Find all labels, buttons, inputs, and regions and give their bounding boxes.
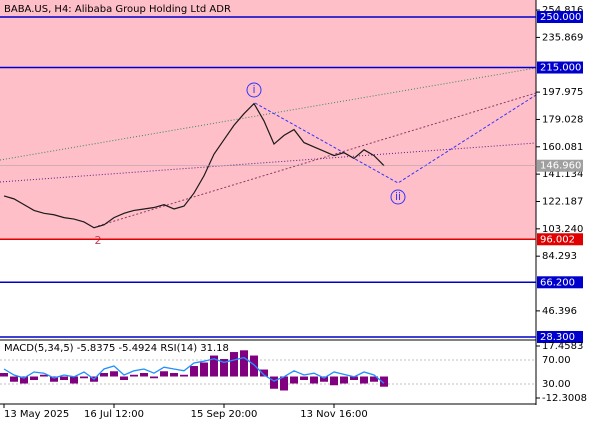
macd-bar <box>180 374 188 377</box>
y-tick-label: 46.396 <box>542 306 577 317</box>
y-tick-label: 17.4583 <box>542 341 583 352</box>
wave-label: 2 <box>95 234 102 247</box>
wave-label: i <box>252 83 255 96</box>
macd-bar <box>170 373 178 377</box>
macd-bar <box>140 373 148 377</box>
macd-bar <box>370 376 378 382</box>
macd-bar <box>330 376 338 386</box>
level-label-box <box>537 233 583 246</box>
macd-bar <box>250 355 258 377</box>
macd-bar <box>50 376 58 382</box>
macd-bar <box>260 369 268 377</box>
macd-bar <box>310 376 318 384</box>
level-label: 250.000 <box>540 12 581 23</box>
macd-bar <box>0 373 8 377</box>
y-tick-label: 235.869 <box>542 32 583 43</box>
macd-bar <box>20 376 28 384</box>
x-tick-label: 13 Nov 16:00 <box>300 409 367 420</box>
macd-bar <box>220 359 228 377</box>
trendline <box>97 92 537 227</box>
macd-bar <box>360 376 368 384</box>
y-tick-label: 254.816 <box>542 5 583 16</box>
price-line <box>3 102 385 229</box>
y-tick-label: 160.081 <box>542 142 583 153</box>
macd-bar <box>340 376 348 384</box>
macd-bar <box>120 376 128 381</box>
macd-bar <box>380 376 388 387</box>
zone <box>0 0 536 240</box>
level-label-box <box>537 330 583 343</box>
macd-bar <box>270 376 278 389</box>
macd-bar <box>240 350 248 377</box>
level-label-box <box>537 276 583 289</box>
macd-bar <box>130 374 138 377</box>
current-price-box <box>537 159 583 172</box>
level-label-box <box>537 11 583 24</box>
wave-circle <box>246 82 262 98</box>
y2-tick-label: 70.00 <box>542 355 571 366</box>
projection <box>254 94 537 184</box>
macd-bar <box>350 376 358 381</box>
trendline <box>0 142 537 183</box>
macd-bar <box>280 376 288 391</box>
x-tick-label: 13 May 2025 <box>4 409 69 420</box>
level-label: 66.200 <box>540 277 575 288</box>
y-tick-label: 84.293 <box>542 251 577 262</box>
macd-bar <box>80 376 88 379</box>
macd-bar <box>190 366 198 377</box>
level-label: 28.300 <box>540 332 575 343</box>
macd-bar <box>150 376 158 379</box>
y2-tick-label: 30.00 <box>542 379 571 390</box>
level-label-box <box>537 61 583 74</box>
y-tick-label: 103.240 <box>542 224 583 235</box>
wave-circle <box>390 189 406 205</box>
indicator-title: MACD(5,34,5) -5.8375 -5.4924 RSI(14) 31.… <box>4 343 229 354</box>
rsi-line <box>3 356 385 384</box>
level-label: 96.002 <box>540 234 575 245</box>
macd-bar <box>290 376 298 384</box>
macd-bar <box>210 355 218 377</box>
y-tick-label: 122.187 <box>542 196 583 207</box>
y-tick-label: 179.028 <box>542 114 583 125</box>
macd-bar <box>300 376 308 381</box>
macd-bar <box>60 376 68 381</box>
y-tick-label: -12.3008 <box>542 393 587 404</box>
x-tick-label: 16 Jul 12:00 <box>84 409 144 420</box>
macd-bar <box>70 376 78 384</box>
x-tick-label: 15 Sep 20:00 <box>191 409 258 420</box>
y-tick-label: 197.975 <box>542 87 583 98</box>
macd-bar <box>10 376 18 382</box>
macd-bar <box>40 374 48 377</box>
macd-bar <box>100 373 108 377</box>
macd-bar <box>200 362 208 377</box>
macd-bar <box>30 376 38 381</box>
chart-title: BABA.US, H4: Alibaba Group Holding Ltd A… <box>4 4 231 15</box>
current-price-label: 146.960 <box>540 161 581 172</box>
macd-bar <box>230 352 238 377</box>
level-label: 215.000 <box>540 63 581 74</box>
y-tick-label: 141.134 <box>542 169 583 180</box>
macd-bar <box>110 371 118 377</box>
wave-label: ii <box>395 190 401 203</box>
macd-bar <box>160 371 168 377</box>
macd-bar <box>320 376 328 382</box>
trendline <box>0 67 537 161</box>
